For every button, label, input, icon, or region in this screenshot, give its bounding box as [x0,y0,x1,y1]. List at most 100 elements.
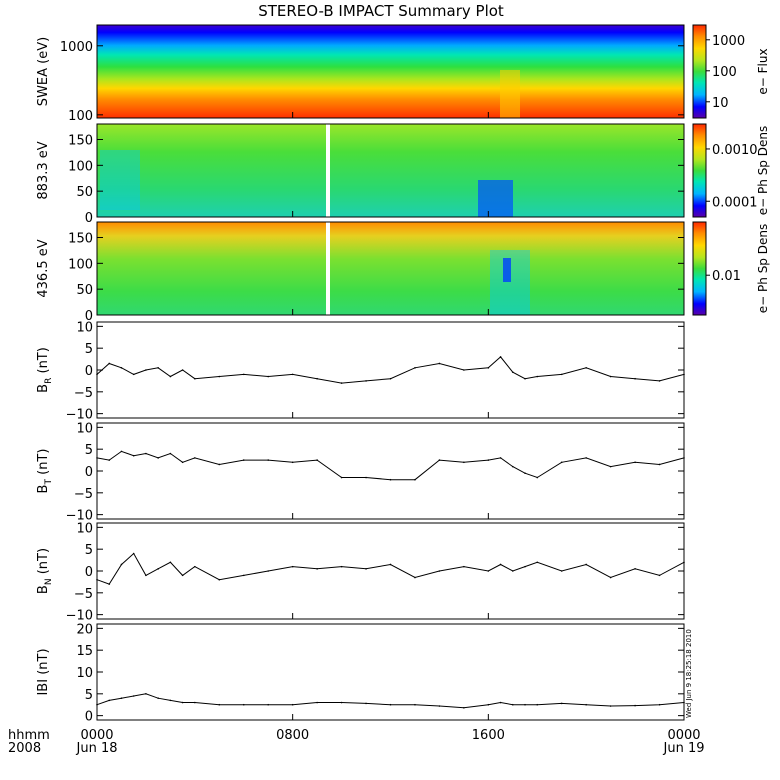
pad436-ytick-label: 0 [85,309,93,324]
bmag-ylabel-unit: (nT) [36,648,51,678]
pad883-data-gap [326,124,330,217]
br-ytick-label: 10 [76,320,93,335]
bn-frame [96,522,685,620]
pad436-blue-core [503,258,511,282]
swea-dip-feature [500,70,520,118]
bmag-trace [96,693,685,709]
pad436-yaxis: 0 50 100 150 436.5 eV [36,232,685,324]
bt-yaxis: −10 −5 0 5 10 BT (nT) [36,421,685,524]
bt-ytick-label: 5 [85,443,93,458]
pad883-ylabel: 883.3 eV [36,141,51,199]
x-tick-label: 1600 [472,728,505,743]
swea-ylabel: SWEA (eV) [36,37,51,106]
bt-ytick-label: −10 [66,509,93,524]
x-tick-label: 0800 [276,728,309,743]
pad436-frame [96,221,685,316]
bt-ytick-label: 10 [76,421,93,436]
panel-swea: 100 1000 SWEA (eV) [36,24,685,124]
bn-trace [96,552,685,585]
br-ytick-label: −5 [74,386,93,401]
bmag-ytick-label: 5 [85,688,93,703]
pad436-ytick-label: 100 [68,257,93,272]
br-trace [96,356,685,384]
bmag-ytick-label: 15 [76,644,93,659]
bt-ytick-label: −5 [74,487,93,502]
colorbar-pad436-scale [692,221,707,316]
pad883-yaxis: 0 50 100 150 883.3 eV [36,134,685,226]
br-ylabel-subscript: R [44,378,54,384]
swea-ytick-label: 1000 [60,40,93,55]
swea-ylabel-main: SWEA (eV) [36,37,51,106]
colorbar-swea-label: e− Flux [756,48,770,94]
br-ytick-label: −10 [66,408,93,423]
bt-ylabel-subscript: T [44,479,54,486]
bmag-ylabel-main: IBI [36,679,51,696]
br-ytick-label: 5 [85,342,93,357]
colorbar-pad883-tick-label: 0.0010 [712,143,758,158]
colorbar-pad883-tick-label: 0.0001 [712,195,758,210]
bmag-ytick-label: 0 [85,710,93,725]
colorbar-swea: 10 100 1000 e− Flux [692,24,770,119]
swea-ytick-label: 100 [68,109,93,124]
panel-pad883: 0 50 100 150 883.3 eV [36,123,685,226]
swea-frame [96,24,685,119]
bn-ytick-label: 10 [76,521,93,536]
colorbar-pad883-scale [692,123,707,218]
bt-ylabel: BT (nT) [36,449,54,494]
bn-ytick-label: −5 [74,587,93,602]
br-ylabel-main: B [36,384,51,393]
panel-bmag: 0 5 10 15 20 IBI (nT) [36,622,685,725]
colorbar-pad436: 0.01 e− Ph Sp Dens [692,221,770,316]
colorbar-pad436-label: e− Ph Sp Dens [756,224,770,313]
pad436-ytick-label: 50 [76,283,93,298]
x-tick-sublabel: Jun 19 [663,741,705,756]
panel-bt: −10 −5 0 5 10 BT (nT) [36,421,685,524]
bn-ytick-label: 0 [85,565,93,580]
bt-ytick-label: 0 [85,465,93,480]
pad883-cyan-patch [100,150,140,210]
bn-ytick-label: −10 [66,609,93,624]
plot-title: STEREO-B IMPACT Summary Plot [258,2,504,20]
pad436-data-gap [326,222,330,315]
br-yaxis: −10 −5 0 5 10 BR (nT) [36,320,685,423]
pad883-ytick-label: 50 [76,185,93,200]
bn-ylabel: BN (nT) [36,548,54,594]
x-axis-row2-label: 2008 [8,741,41,756]
panel-bn: −10 −5 0 5 10 BN (nT) [36,521,685,624]
pad883-blue-patch [478,180,513,217]
bmag-yaxis: 0 5 10 15 20 IBI (nT) [36,622,685,725]
br-ylabel: BR (nT) [36,347,54,393]
colorbar-swea-tick-label: 10 [712,96,729,111]
bmag-ytick-label: 10 [76,666,93,681]
x-axis-row1-label: hhmm [8,728,50,743]
swea-spectrogram [97,25,684,118]
x-tick-label: 0000 [667,728,700,743]
bt-frame [96,422,685,520]
colorbar-swea-ticks: 10 100 1000 e− Flux [706,34,770,111]
panel-br: −10 −5 0 5 10 BR (nT) [36,320,685,423]
bn-ylabel-subscript: N [44,578,54,585]
colorbar-swea-tick-label: 1000 [712,34,745,49]
pad883-frame [96,123,685,218]
pad883-spectrogram [97,124,684,217]
colorbar-pad436-ticks: 0.01 e− Ph Sp Dens [706,224,770,313]
bt-trace [96,450,685,481]
colorbar-pad436-tick-label: 0.01 [712,269,741,284]
bn-yaxis: −10 −5 0 5 10 BN (nT) [36,521,685,624]
colorbar-pad883-label: e− Ph Sp Dens [756,126,770,215]
bmag-ytick-label: 20 [76,622,93,637]
bt-ylabel-unit: (nT) [36,449,51,479]
timestamp-label: Wed Jun 9 18:25:18 2010 [685,629,693,718]
x-tick-sublabel: Jun 18 [76,741,118,756]
pad436-spectrogram [97,222,684,315]
br-frame [96,321,685,419]
colorbar-swea-scale [692,24,707,119]
pad436-ylabel: 436.5 eV [36,239,51,297]
bn-ylabel-unit: (nT) [36,548,51,578]
pad883-ytick-label: 0 [85,211,93,226]
pad883-ytick-label: 100 [68,159,93,174]
